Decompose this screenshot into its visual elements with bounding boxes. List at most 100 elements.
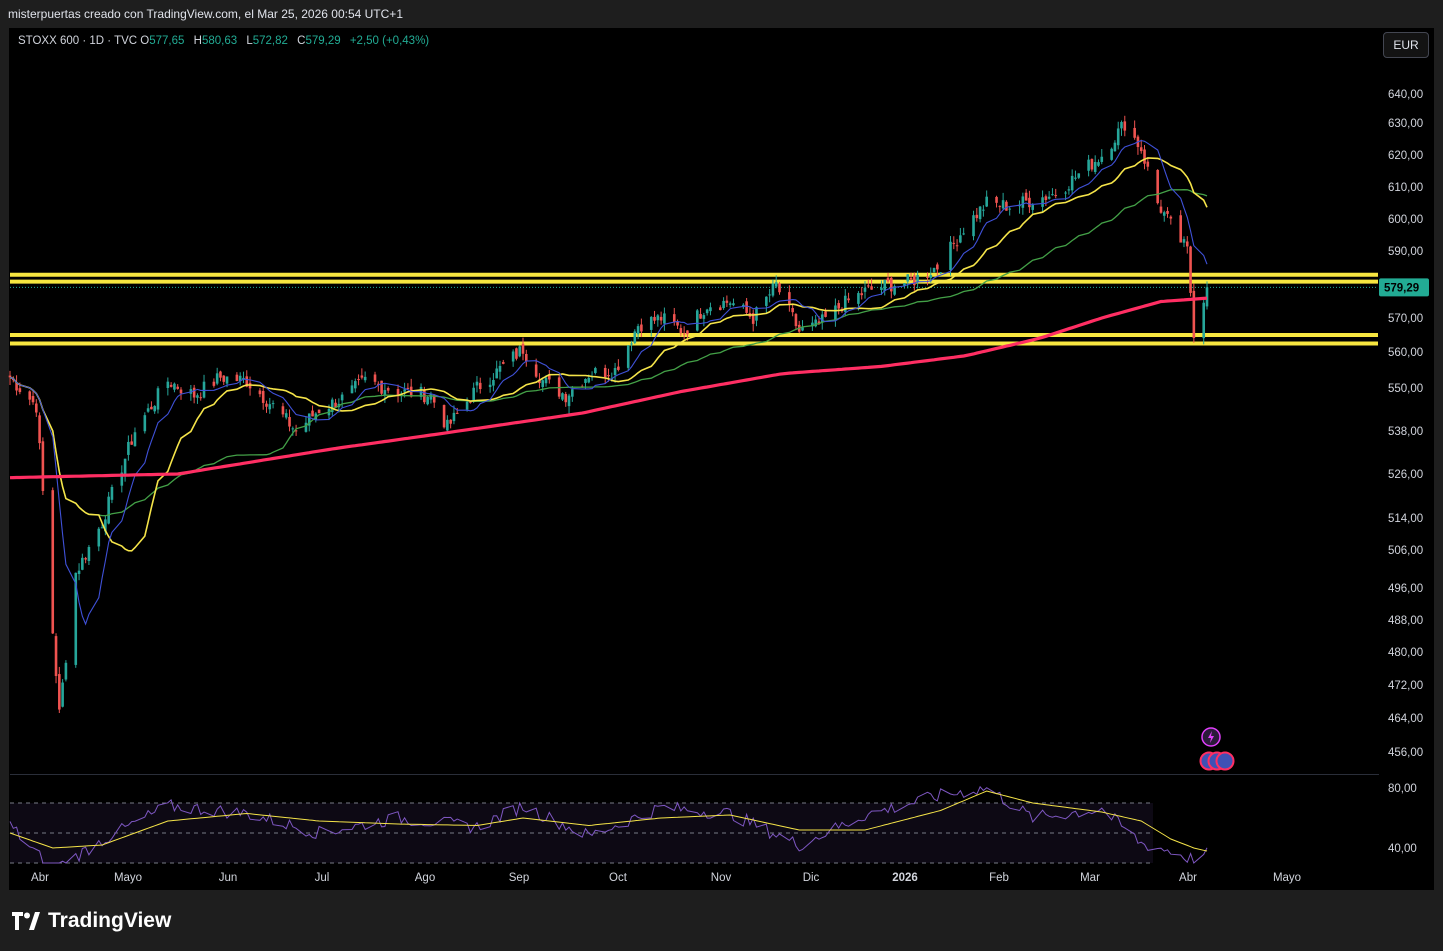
candle-body[interactable]: [847, 298, 850, 301]
candle-body[interactable]: [791, 308, 794, 313]
candle-body[interactable]: [955, 245, 959, 247]
currency-button[interactable]: EUR: [1383, 32, 1429, 58]
candle-body[interactable]: [288, 417, 291, 427]
candle-body[interactable]: [843, 295, 847, 312]
candle-body[interactable]: [469, 401, 472, 403]
candle-body[interactable]: [906, 274, 910, 282]
candle-body[interactable]: [261, 390, 265, 403]
candle-body[interactable]: [304, 422, 308, 432]
candle-body[interactable]: [653, 316, 656, 321]
candle-body[interactable]: [38, 415, 41, 444]
dividend-icon[interactable]: [1215, 751, 1235, 771]
candle-body[interactable]: [54, 636, 58, 677]
candle-body[interactable]: [1189, 246, 1192, 293]
candle-body[interactable]: [672, 314, 676, 323]
candle-body[interactable]: [998, 205, 1002, 207]
candle-body[interactable]: [633, 331, 637, 343]
candle-body[interactable]: [179, 389, 183, 394]
candle-body[interactable]: [1093, 161, 1097, 173]
candle-body[interactable]: [360, 375, 364, 378]
chart-frame[interactable]: [9, 28, 1434, 890]
candle-body[interactable]: [396, 389, 400, 397]
candle-body[interactable]: [725, 300, 729, 303]
candle-body[interactable]: [202, 381, 206, 398]
candle-body[interactable]: [271, 403, 275, 405]
candle-body[interactable]: [837, 303, 840, 309]
candle-body[interactable]: [929, 275, 933, 278]
candle-body[interactable]: [87, 547, 91, 561]
ma-9-line[interactable]: [9, 140, 1208, 626]
candle-body[interactable]: [1179, 215, 1182, 243]
candle-body[interactable]: [107, 496, 110, 524]
candle-body[interactable]: [926, 276, 929, 278]
candle-body[interactable]: [676, 321, 679, 326]
candle-body[interactable]: [84, 558, 87, 560]
candle-body[interactable]: [788, 292, 791, 305]
candle-body[interactable]: [245, 376, 249, 387]
candle-body[interactable]: [465, 401, 469, 410]
candle-body[interactable]: [58, 674, 61, 710]
candle-body[interactable]: [432, 395, 436, 403]
candle-body[interactable]: [686, 330, 689, 335]
candle-body[interactable]: [903, 283, 906, 286]
candle-body[interactable]: [975, 214, 979, 219]
candle-body[interactable]: [534, 364, 538, 377]
candle-body[interactable]: [488, 384, 492, 388]
candle-body[interactable]: [353, 381, 357, 389]
candle-body[interactable]: [860, 293, 864, 296]
candle-body[interactable]: [127, 441, 130, 455]
candle-body[interactable]: [130, 441, 133, 445]
candle-body[interactable]: [952, 242, 956, 244]
candle-body[interactable]: [156, 388, 160, 410]
candle-body[interactable]: [995, 196, 998, 203]
candle-body[interactable]: [340, 394, 344, 401]
candle-body[interactable]: [150, 406, 153, 410]
candle-body[interactable]: [1182, 239, 1186, 243]
candle-body[interactable]: [1005, 201, 1008, 211]
candle-body[interactable]: [679, 328, 683, 334]
candle-body[interactable]: [429, 393, 433, 400]
candle-body[interactable]: [1077, 173, 1081, 178]
candle-body[interactable]: [1120, 122, 1123, 129]
candle-body[interactable]: [705, 309, 709, 314]
candle-body[interactable]: [1074, 177, 1077, 179]
candle-body[interactable]: [1024, 192, 1028, 201]
candle-body[interactable]: [571, 389, 574, 397]
tradingview-logo[interactable]: TradingView: [12, 906, 171, 936]
candle-body[interactable]: [225, 376, 229, 384]
candle-body[interactable]: [656, 315, 660, 321]
candle-body[interactable]: [81, 557, 84, 570]
candle-body[interactable]: [334, 402, 337, 408]
candle-body[interactable]: [97, 528, 101, 547]
candle-body[interactable]: [1192, 290, 1196, 338]
candle-body[interactable]: [1064, 192, 1067, 194]
candle-body[interactable]: [1001, 200, 1005, 209]
candle-body[interactable]: [442, 405, 446, 428]
candle-body[interactable]: [771, 283, 775, 296]
candle-body[interactable]: [74, 572, 78, 665]
candle-body[interactable]: [377, 383, 380, 385]
candle-body[interactable]: [626, 345, 630, 368]
candle-body[interactable]: [890, 277, 893, 292]
candle-body[interactable]: [28, 391, 32, 400]
candle-body[interactable]: [722, 300, 725, 309]
candle-body[interactable]: [751, 313, 755, 324]
candle-body[interactable]: [659, 316, 663, 321]
ma-50-line[interactable]: [9, 189, 1208, 517]
candle-body[interactable]: [1143, 149, 1146, 164]
candle-body[interactable]: [1090, 158, 1094, 170]
candle-body[interactable]: [307, 413, 311, 426]
candle-body[interactable]: [985, 196, 988, 207]
candle-body[interactable]: [373, 374, 377, 382]
candle-body[interactable]: [695, 310, 699, 331]
candle-body[interactable]: [1113, 142, 1117, 152]
candle-body[interactable]: [913, 275, 916, 286]
candle-body[interactable]: [1008, 208, 1011, 210]
candle-body[interactable]: [1116, 128, 1120, 146]
candle-body[interactable]: [768, 294, 771, 296]
candle-body[interactable]: [196, 395, 199, 398]
candle-body[interactable]: [110, 486, 114, 500]
candle-body[interactable]: [452, 412, 456, 422]
candle-body[interactable]: [294, 430, 298, 432]
candle-body[interactable]: [1166, 210, 1169, 214]
